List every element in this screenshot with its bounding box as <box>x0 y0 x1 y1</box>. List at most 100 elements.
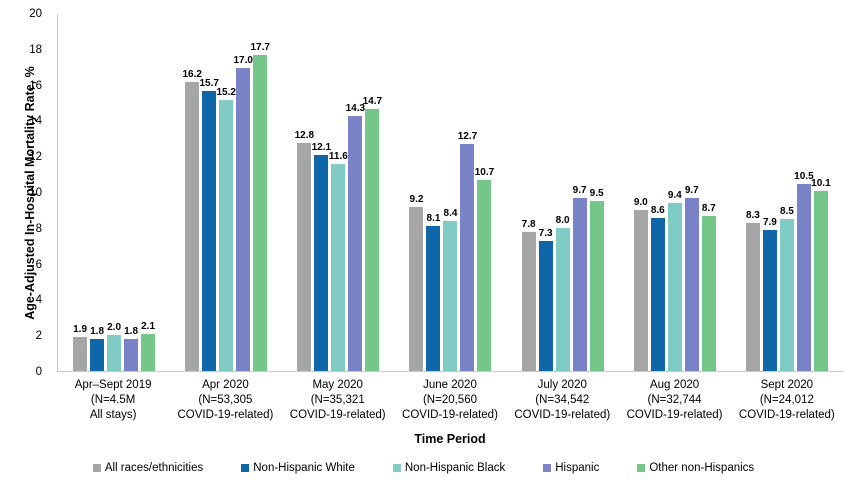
bar-slot: 11.6 <box>328 14 348 371</box>
bar-value-label: 1.8 <box>90 325 105 337</box>
x-category-label: Apr–Sept 2019 (N=4.5M All stays) <box>57 378 169 423</box>
x-category-label-line: COVID-19-related) <box>514 409 611 421</box>
bar <box>762 230 777 371</box>
bar-value-label: 9.0 <box>633 197 648 209</box>
bar-value-label: 9.7 <box>572 184 587 196</box>
bar <box>650 217 665 371</box>
bar-slot: 12.7 <box>457 14 478 371</box>
bar-value-label: 1.8 <box>124 325 139 337</box>
bar-value-label: 9.4 <box>667 190 682 202</box>
bar-group: 9.0 8.6 9.4 9.7 8.7 <box>619 14 731 371</box>
bar <box>555 228 570 371</box>
bar-slot: 14.7 <box>362 14 383 371</box>
y-tick-label: 12 <box>29 151 42 164</box>
x-category-label-line: Aug 2020 <box>649 379 700 391</box>
bar-slot: 10.7 <box>474 14 495 371</box>
x-category-label-line: (N=20,560 <box>422 394 477 406</box>
bar-value-label: 12.1 <box>311 142 332 154</box>
bar-value-label: 2.0 <box>107 322 122 334</box>
bar-group: 1.9 1.8 2.0 1.8 2.1 <box>58 14 170 371</box>
legend-label: Hispanic <box>555 462 600 474</box>
bar-value-label: 17.0 <box>233 54 253 66</box>
bar-slot: 2.0 <box>107 14 122 371</box>
bar-slot: 1.9 <box>73 14 88 371</box>
bar-value-label: 10.7 <box>474 167 495 179</box>
bar <box>314 155 329 371</box>
bar-slot: 8.1 <box>426 14 441 371</box>
x-category-label-line: (N=32,744 <box>647 394 702 406</box>
bar-slot: 12.8 <box>295 14 314 371</box>
bar <box>185 81 200 371</box>
bar-slot: 1.8 <box>124 14 139 371</box>
bar <box>477 180 492 371</box>
bar <box>90 338 105 371</box>
x-category-label-line: (N=34,542 <box>535 394 590 406</box>
bar <box>202 90 217 371</box>
bar-value-label: 1.9 <box>73 324 88 336</box>
bar-group: 7.8 7.3 8.0 9.7 9.5 <box>507 14 619 371</box>
bar <box>813 190 828 371</box>
x-category-label-line: (N=24,012 <box>759 394 814 406</box>
bar <box>667 203 682 371</box>
bar <box>297 142 312 371</box>
legend-label: Non-Hispanic White <box>253 462 355 474</box>
x-category-label-line: (N=53,305 <box>198 394 253 406</box>
bar <box>124 338 139 371</box>
bar-slot: 1.8 <box>90 14 105 371</box>
y-axis-ticks: 0 2 4 6 8 10 12 14 16 18 20 <box>10 8 50 378</box>
bar-slot: 9.0 <box>633 14 648 371</box>
bar <box>538 240 553 371</box>
y-tick-label: 6 <box>35 258 42 271</box>
legend-swatch-icon <box>241 464 250 472</box>
bar-group: 12.8 12.1 11.6 14.3 14.7 <box>282 14 394 371</box>
x-category-label-line: July 2020 <box>537 379 587 391</box>
x-axis-title: Time Period <box>414 432 486 446</box>
bar-group: 8.3 7.9 8.5 10.5 10.1 <box>731 14 843 371</box>
bar <box>426 226 441 371</box>
bar-value-label: 14.7 <box>362 95 383 107</box>
bar-slot: 8.4 <box>443 14 458 371</box>
bar-value-label: 12.7 <box>457 131 478 143</box>
x-category-label: May 2020 (N=35,321 COVID-19-related) <box>282 378 394 423</box>
x-category-label-line: Apr 2020 <box>202 379 249 391</box>
x-category-label-line: Apr–Sept 2019 <box>74 379 152 391</box>
y-tick-label: 0 <box>35 366 42 378</box>
y-tick-label: 14 <box>29 115 42 128</box>
x-category-label-line: All stays) <box>89 409 137 421</box>
x-category-label: June 2020 (N=20,560 COVID-19-related) <box>394 378 506 423</box>
bar <box>443 221 458 371</box>
bar <box>796 183 811 371</box>
bar-value-label: 8.7 <box>701 202 716 214</box>
bar <box>460 144 475 371</box>
y-tick-label: 20 <box>29 8 42 20</box>
y-tick-label: 18 <box>29 43 42 56</box>
y-tick-label: 4 <box>35 294 42 307</box>
x-axis-category-labels: Apr–Sept 2019 (N=4.5M All stays) Apr 2020 (N… <box>57 378 843 423</box>
bar-slot: 15.7 <box>199 14 219 371</box>
bar-value-label: 7.3 <box>538 227 553 239</box>
bar-value-label: 8.3 <box>745 209 760 221</box>
legend-swatch-icon <box>92 464 101 472</box>
bar-slot: 9.7 <box>572 14 587 371</box>
x-category-label-line: COVID-19-related) <box>177 409 274 421</box>
bar-value-label: 10.1 <box>811 177 831 189</box>
bar <box>73 337 88 371</box>
legend-item: All races/ethnicities <box>92 462 203 474</box>
y-tick-label: 8 <box>35 222 42 235</box>
bar <box>684 197 699 371</box>
bar-slot: 10.5 <box>794 14 814 371</box>
bar-slot: 17.7 <box>250 14 270 371</box>
legend-item: Other non-Hispanics <box>637 462 754 474</box>
x-category-label-line: COVID-19-related) <box>738 409 835 421</box>
bar-slot: 16.2 <box>182 14 202 371</box>
bar-slot: 8.5 <box>779 14 794 371</box>
x-category-label-line: May 2020 <box>312 379 363 391</box>
bar-slot: 12.1 <box>311 14 332 371</box>
x-category-label-line: COVID-19-related) <box>626 409 723 421</box>
bar-value-label: 15.2 <box>216 86 236 98</box>
bar-slot: 2.1 <box>141 14 156 371</box>
bar-value-label: 11.6 <box>328 150 348 162</box>
plot-area: 1.9 1.8 2.0 1.8 2.1 16.2 15.7 15.2 17.0 17.7 12.8 1… <box>57 14 843 372</box>
bar-slot: 15.2 <box>216 14 236 371</box>
